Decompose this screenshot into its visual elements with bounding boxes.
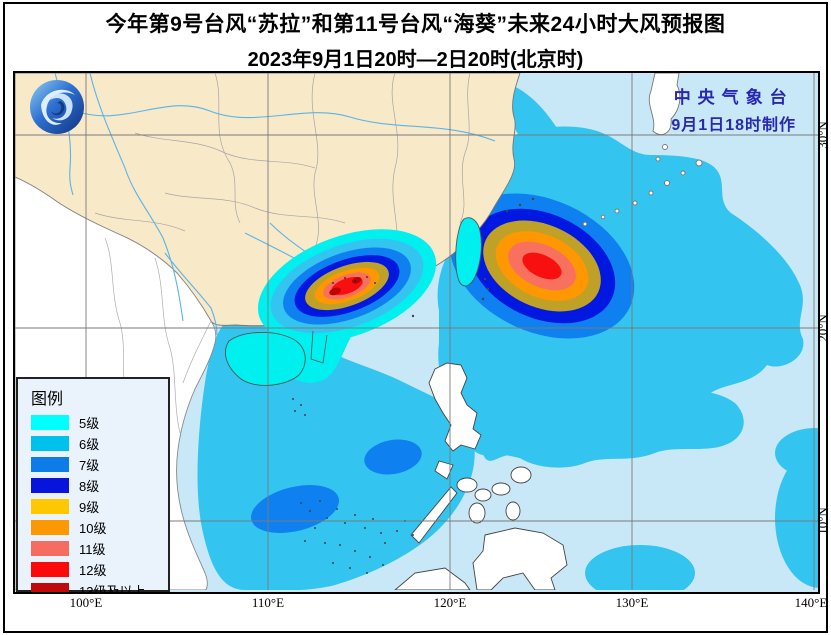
lon-label-140e: 140°E <box>794 595 828 610</box>
lon-label-120e: 120°E <box>433 595 467 610</box>
legend-label-7: 7级 <box>79 458 100 473</box>
legend-label-13: 13级及以上 <box>79 584 146 594</box>
legend-swatch-11 <box>31 541 69 556</box>
lon-label-130e: 130°E <box>615 595 649 610</box>
cma-logo-icon <box>27 77 87 137</box>
issuer-annotation: 中央气象台 9月1日18时制作 <box>671 83 796 135</box>
legend-row: 8级 <box>31 475 168 496</box>
legend-row: 13级及以上 <box>31 580 168 594</box>
page-title: 今年第9号台风“苏拉”和第11号台风“海葵”未来24小时大风预报图 <box>105 13 726 36</box>
legend-swatch-9 <box>31 499 69 514</box>
legend-swatch-5 <box>31 415 69 430</box>
lat-label-30n: 30°N <box>815 121 830 149</box>
legend-row: 5级 <box>31 412 168 433</box>
issue-time: 9月1日18时制作 <box>671 117 796 134</box>
grid-lines <box>15 73 818 590</box>
coastal-islets <box>332 276 376 284</box>
legend-label-9: 9级 <box>79 500 100 515</box>
lon-label-100e: 100°E <box>69 595 103 610</box>
legend-swatch-10 <box>31 520 69 535</box>
legend-label-8: 8级 <box>79 479 100 494</box>
legend-label-10: 10级 <box>79 521 107 536</box>
taiwan-island <box>455 217 482 287</box>
legend-row: 7级 <box>31 454 168 475</box>
typhoon-saola-windfield <box>257 229 437 343</box>
lon-label-110e: 110°E <box>251 595 285 610</box>
legend-swatch-8 <box>31 478 69 493</box>
legend-swatch-6 <box>31 436 69 451</box>
legend-label-5: 5级 <box>79 416 100 431</box>
lat-label-20n: 20°N <box>815 314 830 342</box>
legend-label-6: 6级 <box>79 437 100 452</box>
legend-swatch-13 <box>31 583 69 592</box>
legend-title: 图例 <box>31 391 64 408</box>
sea-islets <box>292 197 535 574</box>
indochina-borders <box>104 237 212 434</box>
legend-box: 图例 5级 6级 7级 8级 9级 10级 <box>16 377 170 592</box>
legend-row: 10级 <box>31 517 168 538</box>
legend-swatch-12 <box>31 562 69 577</box>
legend-label-11: 11级 <box>79 542 106 557</box>
hainan-island <box>225 331 306 386</box>
philippines-islands <box>394 362 568 590</box>
legend-row: 11级 <box>31 538 168 559</box>
agency-name: 中央气象台 <box>673 88 794 107</box>
forecast-map: 中央气象台 9月1日18时制作 图例 5级 6级 7级 8级 <box>13 71 820 594</box>
legend-swatch-7 <box>31 457 69 472</box>
outer-frame <box>3 2 828 633</box>
legend-row: 12级 <box>31 559 168 580</box>
page-subtitle: 2023年9月1日20时—2日20时(北京时) <box>247 49 584 71</box>
legend-row: 9级 <box>31 496 168 517</box>
leizhou-outline <box>310 330 328 364</box>
legend-label-12: 12级 <box>79 563 107 578</box>
title-block: 今年第9号台风“苏拉”和第11号台风“海葵”未来24小时大风预报图 2023年9… <box>0 8 831 72</box>
lat-label-10n: 10°N <box>815 507 830 535</box>
legend-row: 6级 <box>31 433 168 454</box>
japan-islands <box>582 73 703 227</box>
typhoon-haikui-windfield <box>449 193 635 339</box>
